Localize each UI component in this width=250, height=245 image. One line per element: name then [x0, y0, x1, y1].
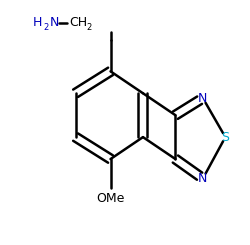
Text: 2: 2 [43, 24, 48, 33]
Text: H: H [33, 16, 42, 29]
Text: S: S [220, 131, 228, 144]
Text: CH: CH [69, 16, 87, 29]
Text: N: N [198, 172, 207, 185]
Text: OMe: OMe [96, 192, 124, 205]
Text: N: N [198, 92, 207, 105]
Text: 2: 2 [86, 24, 92, 33]
Text: N: N [49, 16, 58, 29]
